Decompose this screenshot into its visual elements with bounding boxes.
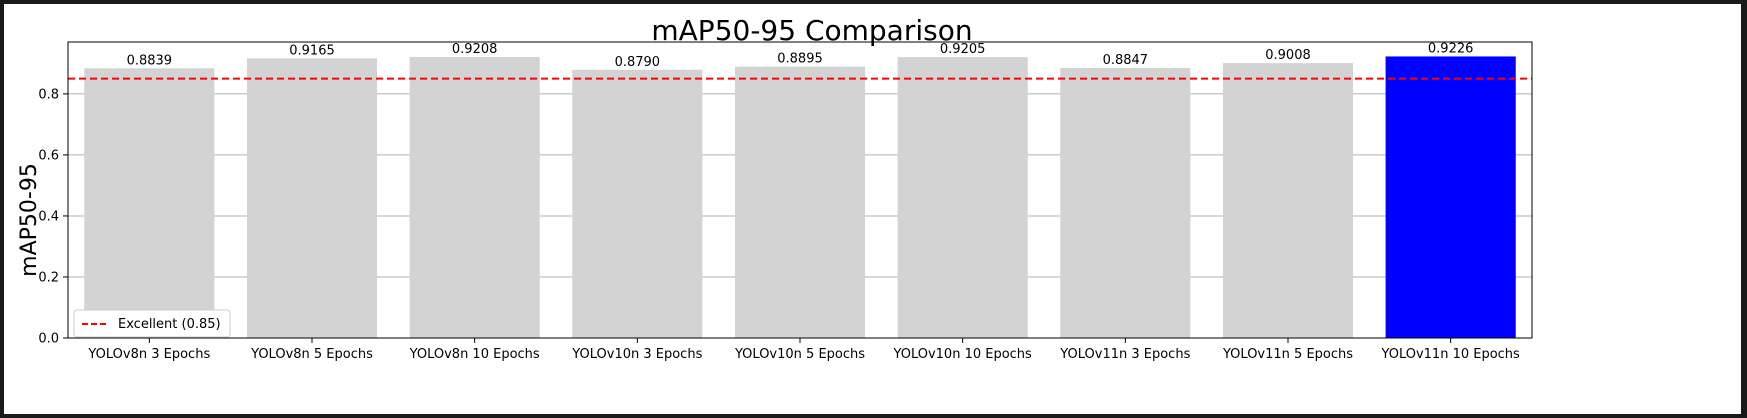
bar-value-label: 0.8839 — [127, 53, 173, 68]
y-axis-label: mAP50-95 — [17, 163, 42, 277]
legend-box — [73, 309, 231, 338]
y-tick-label: 0.4 — [38, 209, 59, 224]
bar-value-label: 0.9205 — [940, 42, 986, 57]
x-tick-label: YOLOv11n 5 Epochs — [1222, 347, 1353, 362]
bar — [1222, 63, 1354, 338]
legend-label: Excellent (0.85) — [118, 317, 221, 332]
x-tick-label: YOLOv11n 3 Epochs — [1059, 347, 1190, 362]
bar-value-label: 0.8847 — [1103, 53, 1149, 68]
x-tick-label: YOLOv11n 10 Epochs — [1380, 347, 1520, 362]
x-tick-label: YOLOv10n 10 Epochs — [892, 347, 1032, 362]
bar-value-label: 0.8790 — [615, 55, 661, 70]
bar — [1385, 56, 1516, 339]
bar-value-label: 0.9208 — [452, 42, 498, 57]
bar — [1060, 68, 1191, 338]
legend: Excellent (0.85) — [73, 309, 231, 338]
x-tick-label: YOLOv8n 3 Epochs — [87, 347, 210, 362]
bar-value-label: 0.9008 — [1265, 48, 1311, 63]
chart-frame: mAP50-95 Comparison mAP50-95 0.8839 0.916… — [4, 4, 1741, 414]
x-tick-label: YOLOv8n 10 Epochs — [409, 347, 540, 362]
bars: 0.8839 0.9165 0.9208 0.8790 0.8895 0.9205 0.88… — [84, 41, 1516, 339]
x-tick-label: YOLOv10n 5 Epochs — [734, 347, 865, 362]
bar — [246, 58, 378, 338]
y-tick-label: 0.2 — [38, 270, 59, 285]
axes: 0.0 0.2 0.4 0.6 0.8 YOLOv8n 3 Epochs YOLOv8n 5… — [38, 41, 1533, 362]
bar — [897, 57, 1028, 338]
bar — [409, 57, 540, 338]
y-tick-label: 0.0 — [38, 332, 59, 347]
x-tick-label: YOLOv10n 3 Epochs — [571, 347, 702, 362]
bar-chart: mAP50-95 Comparison mAP50-95 0.88390.916… — [17, 14, 1533, 362]
bar — [84, 68, 215, 339]
bar — [572, 69, 703, 338]
bar-value-label: 0.9165 — [289, 43, 335, 58]
y-tick-label: 0.8 — [38, 87, 59, 102]
plot-frame — [67, 41, 1533, 339]
bar-value-label: 0.9226 — [1428, 41, 1474, 56]
bar-value-label: 0.8895 — [777, 52, 823, 67]
x-tick-label: YOLOv8n 5 Epochs — [250, 347, 373, 362]
bar — [734, 66, 866, 339]
y-tick-label: 0.6 — [38, 148, 59, 163]
